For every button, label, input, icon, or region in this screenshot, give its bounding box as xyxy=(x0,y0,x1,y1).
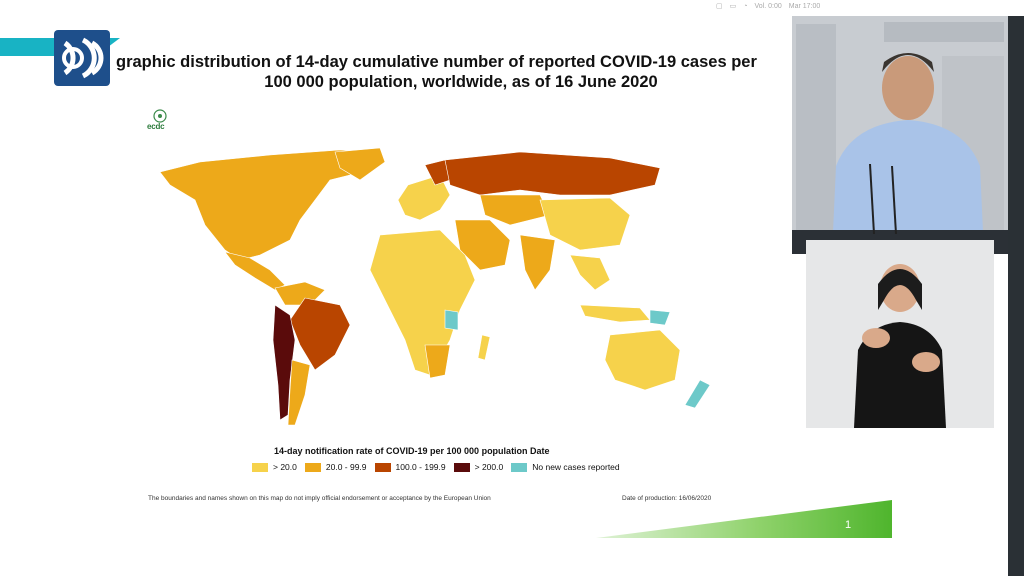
map-legend: > 20.0 20.0 - 99.9 100.0 - 199.9 > 200.0… xyxy=(252,462,628,472)
legend-swatch xyxy=(304,462,321,472)
channel-logo-icon xyxy=(62,37,104,79)
region-papua xyxy=(649,309,671,326)
region-russia xyxy=(444,151,661,196)
legend-title: 14-day notification rate of COVID-19 per… xyxy=(274,446,550,456)
volume-label: Vol. 0:00 xyxy=(754,2,782,10)
region-madagascar xyxy=(477,334,491,361)
region-indonesia xyxy=(579,304,651,323)
region-australia xyxy=(604,329,681,391)
slide-page-number: 1 xyxy=(845,519,852,531)
globe-icon xyxy=(153,109,167,123)
region-north-america xyxy=(159,149,381,261)
ecdc-logo-text: ecdc xyxy=(147,122,165,131)
legend-item: > 200.0 xyxy=(453,462,504,472)
interpreter-illustration xyxy=(806,240,994,428)
legend-swatch xyxy=(374,462,391,472)
cast-icon: ▭ xyxy=(729,3,737,10)
channel-logo xyxy=(54,30,110,86)
window-icon: ▢ xyxy=(716,3,723,10)
speaker-video xyxy=(792,16,1008,254)
region-china xyxy=(539,197,631,251)
time-label: Mar 17:00 xyxy=(788,2,821,10)
legend-label: 100.0 - 199.9 xyxy=(395,462,446,472)
slide-title: graphic distribution of 14-day cumulativ… xyxy=(116,52,806,92)
legend-label: > 20.0 xyxy=(273,462,297,472)
region-india xyxy=(519,234,556,291)
player-status-bar: ▢ ▭ ◔ Vol. 0:00 Mar 17:00 xyxy=(716,0,827,12)
legend-label: > 200.0 xyxy=(474,462,504,472)
region-argentina xyxy=(287,359,311,426)
legend-label: No new cases reported xyxy=(532,462,620,472)
slide-title-line1: graphic distribution of 14-day cumulativ… xyxy=(116,53,757,71)
map-disclaimer: The boundaries and names shown on this m… xyxy=(148,495,491,502)
legend-swatch xyxy=(511,462,528,472)
legend-swatch xyxy=(252,462,268,472)
legend-swatch xyxy=(453,462,470,472)
production-date: Date of production: 16/06/2020 xyxy=(622,495,712,502)
region-tanzania xyxy=(444,309,459,331)
wifi-icon: ◔ xyxy=(743,2,748,10)
slide-title-line2: 100 000 population, worldwide, as of 16 … xyxy=(264,73,658,91)
region-new-zealand xyxy=(684,379,711,409)
ecdc-logo: ecdc xyxy=(143,108,177,136)
legend-item: > 20.0 xyxy=(252,462,297,472)
region-africa xyxy=(369,229,476,376)
region-central-america xyxy=(224,251,286,291)
legend-label: 20.0 - 99.9 xyxy=(325,462,367,472)
speaker-illustration xyxy=(792,16,1008,254)
sign-language-video xyxy=(806,240,994,428)
region-south-africa xyxy=(424,344,451,379)
region-greenland xyxy=(334,147,386,181)
legend-item: No new cases reported xyxy=(511,462,620,472)
region-southeast-asia xyxy=(569,254,611,291)
world-map xyxy=(159,147,711,426)
region-peru-chile xyxy=(272,304,296,421)
legend-item: 100.0 - 199.9 xyxy=(374,462,446,472)
video-border xyxy=(1008,16,1024,576)
region-central-asia xyxy=(479,194,551,226)
region-brazil xyxy=(289,297,351,371)
legend-item: 20.0 - 99.9 xyxy=(304,462,367,472)
